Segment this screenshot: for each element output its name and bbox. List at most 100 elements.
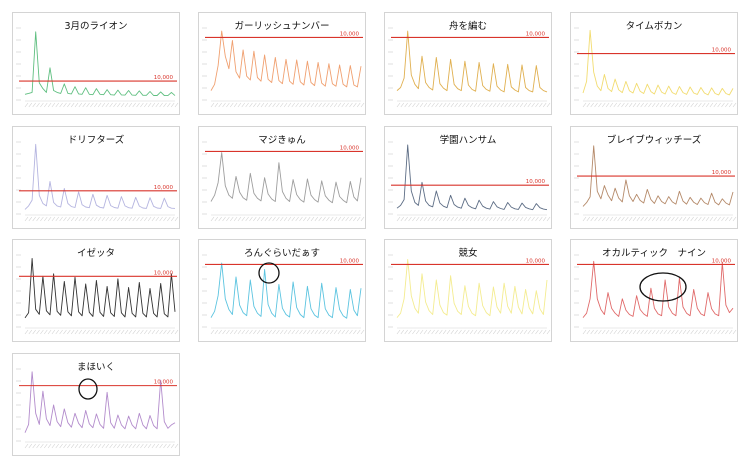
x-tick-label	[322, 102, 326, 108]
x-tick-label	[598, 102, 602, 108]
x-tick-label	[264, 216, 269, 222]
chart-title: ブレイブウィッチーズ	[606, 135, 702, 146]
x-tick-label	[86, 102, 90, 108]
x-tick-label	[222, 216, 226, 222]
x-tick-label	[128, 329, 133, 335]
x-tick-label	[721, 329, 725, 335]
x-tick-label	[423, 102, 428, 108]
x-tick-label	[594, 329, 598, 335]
x-tick-label	[360, 329, 365, 335]
x-tick-label	[636, 329, 641, 335]
x-tick-label	[651, 329, 656, 335]
x-tick-label	[155, 102, 160, 108]
x-tick-label	[609, 329, 614, 335]
x-tick-label	[481, 102, 485, 108]
x-tick-label	[210, 102, 215, 108]
x-tick-label	[32, 102, 36, 108]
x-tick-label	[728, 329, 733, 335]
x-tick-label	[140, 102, 144, 108]
x-tick-label	[249, 102, 253, 108]
x-tick-label	[276, 102, 280, 108]
x-tick-label	[120, 443, 125, 449]
x-tick-label	[728, 102, 733, 108]
x-tick-label	[721, 216, 725, 222]
x-tick-label	[535, 102, 539, 108]
x-tick-label	[167, 216, 171, 222]
x-tick-label	[318, 329, 322, 335]
x-tick-label	[675, 216, 679, 222]
x-tick-label	[74, 443, 79, 449]
x-tick-label	[728, 216, 733, 222]
x-tick-label	[512, 216, 516, 222]
reference-line-label: 10,000	[340, 31, 360, 37]
x-tick-label	[163, 329, 167, 335]
x-tick-label	[512, 329, 516, 335]
x-tick-label	[458, 216, 462, 222]
x-tick-label	[601, 102, 606, 108]
x-tick-label	[601, 329, 606, 335]
chart-svg: 10,000	[202, 141, 365, 222]
x-tick-label	[218, 216, 222, 222]
x-tick-label	[523, 329, 528, 335]
x-tick-label	[427, 102, 432, 108]
x-tick-label	[427, 329, 432, 335]
x-tick-label	[717, 102, 721, 108]
x-tick-label	[527, 329, 532, 335]
x-tick-label	[655, 102, 660, 108]
chart-panel: 10,000 ドリフターズ	[12, 126, 180, 229]
x-tick-label	[598, 216, 602, 222]
x-tick-label	[594, 216, 598, 222]
x-tick-label	[43, 102, 48, 108]
x-tick-label	[291, 102, 296, 108]
chart-title: ろんぐらいだぁす	[243, 248, 320, 259]
x-tick-label	[124, 329, 129, 335]
x-tick-label	[314, 216, 319, 222]
x-tick-label	[489, 329, 493, 335]
chart-panel: 10,000 マジきゅん	[198, 126, 366, 229]
x-tick-label	[621, 102, 625, 108]
x-tick-label	[101, 329, 106, 335]
x-tick-label	[151, 443, 156, 449]
x-tick-label	[67, 329, 71, 335]
x-tick-label	[170, 443, 175, 449]
x-tick-label	[132, 329, 136, 335]
x-tick-label	[709, 102, 714, 108]
x-tick-label	[431, 102, 435, 108]
x-tick-label	[636, 102, 641, 108]
x-tick-label	[147, 216, 152, 222]
x-tick-label	[454, 216, 458, 222]
x-tick-label	[508, 329, 512, 335]
chart-title: 学園ハンサム	[439, 135, 497, 146]
reference-line-label: 10,000	[526, 258, 546, 264]
x-tick-label	[644, 329, 648, 335]
x-tick-label	[260, 216, 265, 222]
x-tick-label	[233, 216, 238, 222]
reference-line-label: 10,000	[340, 258, 360, 264]
x-tick-label	[329, 329, 334, 335]
x-tick-label	[701, 216, 706, 222]
x-tick-label	[412, 329, 416, 335]
chart-panel: 10,000 まほいく	[12, 353, 180, 456]
x-tick-label	[140, 443, 144, 449]
x-tick-label	[636, 216, 641, 222]
x-tick-label	[117, 443, 121, 449]
x-tick-label	[686, 102, 691, 108]
x-tick-label	[717, 216, 721, 222]
x-tick-label	[113, 329, 117, 335]
x-tick-label	[481, 216, 485, 222]
x-tick-label	[671, 216, 675, 222]
x-tick-label	[644, 102, 648, 108]
x-tick-label	[345, 216, 349, 222]
x-tick-label	[55, 102, 60, 108]
x-tick-label	[314, 102, 319, 108]
x-tick-label	[671, 329, 675, 335]
x-tick-label	[605, 102, 610, 108]
x-tick-label	[59, 329, 63, 335]
x-tick-label	[686, 329, 691, 335]
x-tick-label	[136, 329, 140, 335]
x-tick-label	[686, 216, 691, 222]
x-tick-label	[233, 329, 238, 335]
x-tick-label	[55, 216, 60, 222]
x-tick-label	[431, 216, 435, 222]
x-tick-label	[333, 329, 338, 335]
